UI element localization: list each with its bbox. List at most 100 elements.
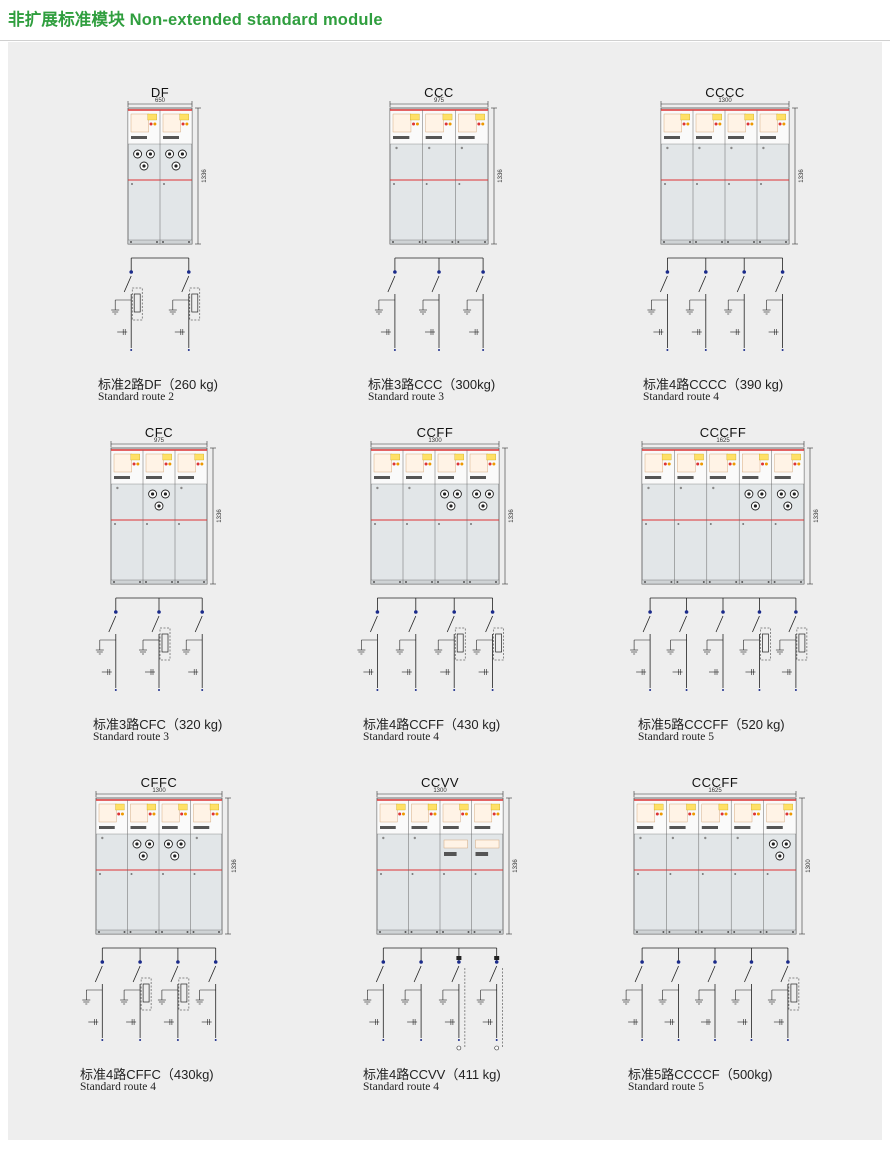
width-dimension-label: 975	[434, 98, 445, 104]
height-dimension	[195, 107, 201, 245]
module-code: CCCFF	[691, 775, 739, 790]
height-dimension-label: 1336	[202, 169, 208, 183]
module-label-en: Standard route 4	[363, 731, 440, 743]
height-dimension-label: 1300	[806, 859, 812, 873]
width-dimension-label: 1300	[718, 98, 732, 104]
cabinet-body	[127, 107, 193, 245]
page-title: 非扩展标准模块 Non-extended standard module	[8, 11, 383, 29]
single-line-diagram	[630, 597, 808, 691]
cabinet-body	[376, 797, 504, 935]
single-line-diagram	[95, 597, 204, 691]
cabinet-drawing: 1300 1336	[363, 788, 519, 1051]
module-card-cffc: CFFC 1300 1336 标准4路CFFC（430kg) Standard rout…	[80, 772, 340, 1112]
cabinet-drawing: 1625 1336	[630, 438, 820, 691]
height-dimension	[506, 797, 512, 935]
width-dimension-label: 1625	[716, 438, 730, 444]
module-card-ccff: CCFF 1300 1336 标准4路CCFF（430 kg) Standard rou…	[357, 422, 623, 762]
module-label-en: Standard route 2	[98, 391, 175, 403]
single-line-diagram	[363, 947, 503, 1051]
module-label-cn: 标准4路CCVV（411 kg)	[363, 1067, 501, 1082]
single-line-diagram	[622, 947, 800, 1041]
width-dimension	[370, 441, 500, 447]
height-dimension	[807, 447, 813, 585]
title-divider	[0, 40, 890, 41]
module-card-ccccf: CCCFF 1625 1300 标准5路CCCCF（500kg) Standard ro…	[622, 772, 888, 1112]
module-label-cn: 标准5路CCCCF（500kg)	[628, 1067, 773, 1082]
module-card-ccc: CCC 975 1336 标准3路CCC（300kg) Standard route 3	[368, 82, 628, 422]
width-dimension	[633, 791, 797, 797]
height-dimension	[491, 107, 497, 245]
height-dimension-label: 1336	[509, 509, 515, 523]
height-dimension-label: 1336	[232, 859, 238, 873]
cabinet-body	[641, 447, 805, 585]
module-code: CCVV	[420, 775, 460, 790]
cabinet-drawing: 650 1336	[111, 98, 208, 351]
cabinet-body	[633, 797, 797, 935]
width-dimension-label: 975	[154, 438, 165, 444]
module-card-cccff: CCCFF 1625 1336 标准5路CCCFF（520 kg) Standard r…	[630, 422, 890, 762]
cabinet-drawing: 975 1336	[374, 98, 504, 351]
height-dimension-label: 1336	[513, 859, 519, 873]
width-dimension	[660, 101, 790, 107]
height-dimension-label: 1336	[799, 169, 805, 183]
height-dimension	[225, 797, 231, 935]
module-code: CFC	[144, 425, 174, 440]
module-code: DF	[150, 85, 170, 100]
single-line-diagram	[647, 257, 785, 351]
module-code: CCCFF	[699, 425, 747, 440]
module-label-en: Standard route 3	[368, 391, 445, 403]
single-line-diagram	[374, 257, 485, 351]
height-dimension-label: 1336	[498, 169, 504, 183]
width-dimension-label: 1300	[152, 788, 166, 794]
width-dimension	[641, 441, 805, 447]
cabinet-drawing: 975 1336	[95, 438, 223, 691]
module-label-en: Standard route 4	[643, 391, 720, 403]
width-dimension-label: 1625	[708, 788, 722, 794]
cabinet-drawing: 1300 1336	[357, 438, 515, 691]
cabinet-body	[660, 107, 790, 245]
width-dimension	[389, 101, 489, 107]
module-code: CCC	[424, 85, 454, 100]
width-dimension	[376, 791, 504, 797]
single-line-diagram	[111, 257, 201, 351]
cabinet-body	[110, 447, 208, 585]
width-dimension-label: 1300	[428, 438, 442, 444]
cabinet-body	[95, 797, 223, 935]
module-label-en: Standard route 5	[638, 731, 715, 743]
height-dimension	[792, 107, 798, 245]
module-code: CFFC	[140, 775, 178, 790]
module-label-cn: 标准5路CCCFF（520 kg)	[638, 717, 785, 732]
single-line-diagram	[82, 947, 218, 1041]
module-label-cn: 标准4路CCCC（390 kg)	[643, 377, 784, 392]
height-dimension-label: 1336	[814, 509, 820, 523]
module-card-ccvv: CCVV 1300 1336 标准4路CCVV（411 kg) Standard rou…	[363, 772, 623, 1112]
module-card-cfc: CFC 975 1336 标准3路CFC（320 kg) Standard route …	[93, 422, 353, 762]
height-dimension-label: 1336	[217, 509, 223, 523]
module-card-df: DF 650 1336 标准2路DF（260 kg) Standard route 2	[98, 82, 358, 422]
module-label-en: Standard route 4	[363, 1081, 440, 1093]
cabinet-drawing: 1625 1300	[622, 788, 812, 1041]
width-dimension-label: 650	[155, 98, 166, 104]
width-dimension	[110, 441, 208, 447]
width-dimension	[95, 791, 223, 797]
cabinet-body	[389, 107, 489, 245]
module-label-cn: 标准4路CCFF（430 kg)	[363, 717, 501, 732]
module-card-cccc: CCCC 1300 1336 标准4路CCCC（390 kg) Standard rou…	[643, 82, 890, 422]
module-label-cn: 标准4路CFFC（430kg)	[80, 1067, 214, 1082]
height-dimension	[210, 447, 216, 585]
module-label-cn: 标准3路CCC（300kg)	[368, 377, 496, 392]
width-dimension	[127, 101, 193, 107]
module-code: CCFF	[416, 425, 454, 440]
module-label-en: Standard route 3	[93, 731, 170, 743]
width-dimension-label: 1300	[433, 788, 447, 794]
cabinet-body	[370, 447, 500, 585]
module-label-en: Standard route 5	[628, 1081, 705, 1093]
module-label-en: Standard route 4	[80, 1081, 157, 1093]
cabinet-drawing: 1300 1336	[82, 788, 238, 1041]
single-line-diagram	[357, 597, 504, 691]
cabinet-drawing: 1300 1336	[647, 98, 805, 351]
height-dimension	[799, 797, 805, 935]
module-label-cn: 标准3路CFC（320 kg)	[93, 717, 223, 732]
module-code: CCCC	[705, 85, 745, 100]
module-label-cn: 标准2路DF（260 kg)	[98, 377, 218, 392]
